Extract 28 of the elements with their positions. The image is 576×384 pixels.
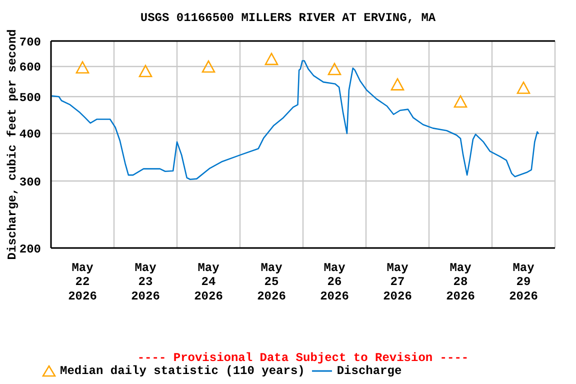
point [138,64,152,78]
x-tick-label: May 25 2026 [257,260,286,304]
line-series [51,60,540,180]
x-tick-label: May 28 2026 [446,260,475,304]
x-tick-label: May 24 2026 [194,260,223,304]
text: ---- Provisional Data Subject to Revision ---- [136,351,470,365]
x-tick-label: May 29 2026 [509,260,538,304]
y-tick-label: 500 [19,90,41,105]
point [516,82,530,94]
x-tick-label: May 26 2026 [320,260,349,304]
point [202,60,216,73]
y-tick-label: 400 [19,128,41,142]
x-tick-label: May 27 2026 [383,260,412,304]
y-tick-label: 200 [19,242,41,256]
legend-label: Discharge [336,364,402,378]
point [390,78,404,90]
point [328,62,342,76]
y-axis-title: Discharge, cubic feet per second [5,29,20,260]
point [76,61,90,74]
point [454,95,468,108]
y-tick-label: 300 [19,175,41,190]
chart-title: USGS 01166500 MILLERS RIVER AT ERVING, MA [139,11,437,25]
x-tick-label: May 23 2026 [131,260,160,304]
y-tick-label: 700 [19,35,41,50]
point [264,52,278,66]
legend-label: Median daily statistic (110 years) [60,364,305,378]
y-tick-label: 600 [19,60,41,75]
x-tick-label: May 22 2026 [68,260,97,304]
